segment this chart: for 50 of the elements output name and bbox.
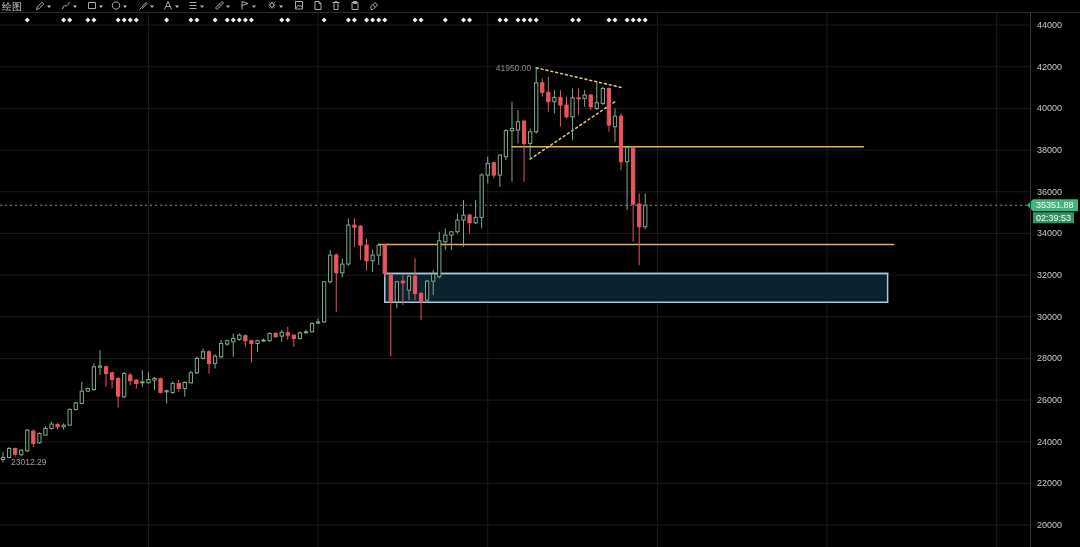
candlestick — [315, 317, 321, 325]
candlestick — [122, 371, 127, 399]
candlestick — [109, 371, 115, 389]
candlestick — [552, 89, 557, 114]
candlestick — [576, 87, 581, 116]
candlestick — [509, 101, 515, 183]
candlestick — [219, 339, 224, 359]
candlestick — [400, 274, 406, 306]
candlestick — [612, 107, 618, 143]
y-tick-label: 40000 — [1037, 103, 1063, 114]
candlestick — [116, 376, 121, 408]
candlestick — [206, 349, 212, 374]
y-tick-label: 20000 — [1037, 520, 1063, 531]
ref-line-label: 35351.88 — [1036, 200, 1074, 211]
candlestick — [570, 87, 575, 141]
y-tick-label: 28000 — [1037, 353, 1063, 364]
candlestick — [291, 333, 296, 348]
candlestick — [25, 428, 30, 453]
y-tick-label: 24000 — [1037, 436, 1063, 447]
y-tick-label: 36000 — [1037, 186, 1063, 197]
candlestick — [643, 192, 648, 230]
y-tick-label: 26000 — [1037, 395, 1063, 406]
annotation: 41950.00 — [495, 62, 532, 73]
candlestick — [91, 362, 97, 392]
candlestick — [0, 451, 6, 463]
candlestick — [412, 257, 418, 301]
candlestick — [394, 280, 399, 309]
y-tick-label: 22000 — [1037, 478, 1063, 489]
y-tick-label: 34000 — [1037, 228, 1063, 239]
candlestick — [637, 192, 642, 266]
y-tick-label: 30000 — [1037, 311, 1063, 322]
candlestick — [528, 127, 533, 159]
candlestick — [334, 252, 339, 313]
y-tick-label: 38000 — [1037, 145, 1063, 156]
annotation: 23012.29 — [11, 457, 47, 468]
candlestick — [594, 81, 599, 111]
y-tick-label: 44000 — [1037, 20, 1063, 31]
candlestick — [431, 269, 436, 296]
y-tick-label: 42000 — [1037, 61, 1063, 72]
candlestick — [406, 274, 412, 301]
candlestick — [515, 109, 521, 144]
candlestick — [600, 86, 605, 106]
candlestick — [97, 349, 103, 376]
candlestick — [521, 119, 527, 183]
candlestick — [425, 279, 430, 303]
y-tick-label: 32000 — [1037, 270, 1063, 281]
text: 绘图 — [2, 1, 22, 12]
candlestick — [497, 153, 502, 188]
candlestick — [418, 291, 424, 321]
candlestick — [624, 145, 630, 211]
